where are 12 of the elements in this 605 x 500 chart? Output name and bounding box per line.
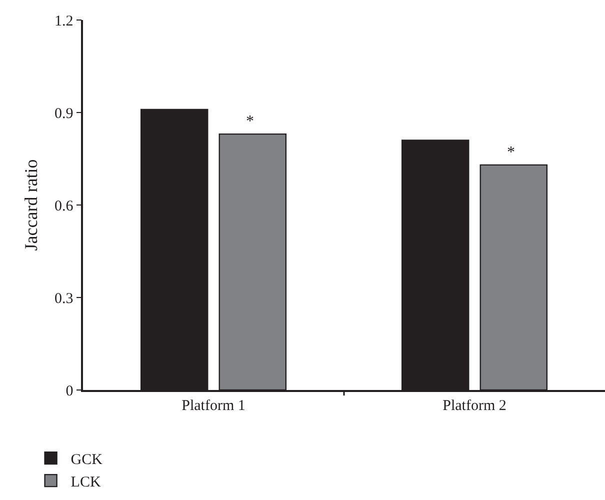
y-tick-label: 1.2	[54, 13, 74, 30]
annotation: *	[246, 113, 254, 130]
y-tick-label: 0.9	[54, 106, 74, 122]
annotation: *	[507, 144, 515, 161]
y-axis-title: Jaccard ratio	[21, 159, 42, 251]
y-tick-label: 0.3	[54, 290, 74, 307]
legend-label: LCK	[70, 474, 101, 490]
legend-label: GCK	[70, 452, 103, 468]
x-tick-label: Platform 2	[442, 398, 506, 414]
y-tick-label: 0.6	[54, 198, 74, 214]
y-tick-label: 0	[66, 383, 74, 400]
x-tick-label: Platform 1	[182, 398, 246, 414]
